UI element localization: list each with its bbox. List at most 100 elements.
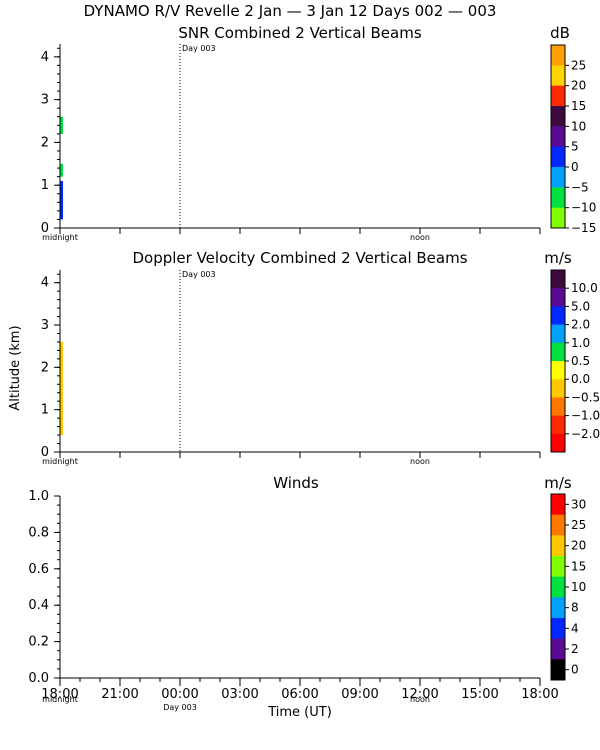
colorbar-segment bbox=[551, 324, 565, 344]
y-tick-label: 1.0 bbox=[28, 489, 49, 504]
x-axis-label: Time (UT) bbox=[267, 705, 332, 720]
colorbar-segment bbox=[551, 126, 565, 148]
panel-snr-title: SNR Combined 2 Vertical Beams bbox=[178, 24, 421, 42]
y-tick-label: 3 bbox=[41, 318, 49, 333]
y-tick-label: 0.4 bbox=[28, 598, 49, 613]
colorbar-label: 15 bbox=[571, 99, 586, 113]
colorbar-segment bbox=[551, 270, 565, 289]
colorbar-label: 8 bbox=[571, 601, 579, 615]
colorbar-segment bbox=[551, 535, 565, 557]
colorbar-segment bbox=[551, 494, 565, 516]
colorbar-segment bbox=[551, 379, 565, 398]
panel-doppler: Doppler Velocity Combined 2 Vertical Bea… bbox=[8, 249, 600, 466]
y-axis-label: Altitude (km) bbox=[8, 325, 23, 410]
colorbar-segment bbox=[551, 306, 565, 326]
colorbar-segment bbox=[551, 45, 565, 66]
colorbar-segment bbox=[551, 415, 565, 435]
y-tick-label: 0.0 bbox=[28, 671, 49, 686]
x-tick-label: 12:00 bbox=[401, 687, 438, 702]
panel-snr-unit: dB bbox=[550, 24, 570, 42]
panel-doppler-unit: m/s bbox=[544, 249, 572, 267]
data-trace bbox=[60, 116, 63, 134]
colorbar-label: 2.0 bbox=[571, 318, 590, 332]
colorbar-label: 5.0 bbox=[571, 299, 590, 313]
x-tick-label: 03:00 bbox=[221, 687, 258, 702]
x-tick-label: 00:00 bbox=[161, 687, 198, 702]
colorbar-segment bbox=[551, 288, 565, 307]
page-title: DYNAMO R/V Revelle 2 Jan — 3 Jan 12 Days… bbox=[84, 2, 497, 20]
colorbar-segment bbox=[551, 659, 565, 681]
y-tick-label: 1 bbox=[41, 178, 49, 193]
colorbar-label: 30 bbox=[571, 497, 586, 511]
y-tick-label: 0.8 bbox=[28, 525, 49, 540]
panel-winds: Winds m/s 0.00.20.40.60.81.0302520151084… bbox=[28, 474, 586, 720]
panel-snr-plot: 0 1 2 3 4 midnight noon Day 003 25 20 15 10 5 0 −5 −10 −… bbox=[41, 44, 596, 242]
y-tick-label: 0.6 bbox=[28, 562, 49, 577]
day-label: Day 003 bbox=[182, 44, 216, 53]
x-tick-label: 18:00 bbox=[521, 687, 558, 702]
midnight-label: midnight bbox=[42, 457, 78, 466]
y-tick-label: 0 bbox=[41, 221, 49, 236]
x-tick-label: 18:00 bbox=[41, 687, 78, 702]
colorbar-label: 0.5 bbox=[571, 354, 590, 368]
colorbar-label: 0 bbox=[571, 663, 579, 677]
colorbar-label: 10.0 bbox=[571, 281, 598, 295]
colorbar-label: 0 bbox=[571, 160, 579, 174]
colorbar-segment bbox=[551, 618, 565, 640]
colorbar-label: 25 bbox=[571, 58, 586, 72]
colorbar-segment bbox=[551, 85, 565, 107]
data-trace bbox=[60, 180, 63, 220]
data-trace bbox=[60, 163, 63, 177]
y-tick-label: 2 bbox=[41, 135, 49, 150]
midnight-label: midnight bbox=[42, 233, 78, 242]
colorbar-segment bbox=[551, 207, 565, 229]
y-tick-label: 3 bbox=[41, 93, 49, 108]
colorbar-label: 15 bbox=[571, 559, 586, 573]
panel-doppler-plot: 0 1 2 3 4 midnight noon Day 003 10.0 5.0 2.0 1.0 0.5… bbox=[41, 269, 600, 466]
x-tick-label: 09:00 bbox=[341, 687, 378, 702]
x-tick-label: 06:00 bbox=[281, 687, 318, 702]
colorbar-segment bbox=[551, 187, 565, 209]
colorbar-label: 10 bbox=[571, 119, 586, 133]
day-label: Day 003 bbox=[182, 270, 216, 279]
colorbar-segment bbox=[551, 342, 565, 362]
colorbar-segment bbox=[551, 638, 565, 660]
colorbar-label: 20 bbox=[571, 539, 586, 553]
y-tick-label: 4 bbox=[41, 276, 49, 291]
colorbar-segment bbox=[551, 514, 565, 536]
colorbar-segment bbox=[551, 65, 565, 87]
colorbar-label: −10 bbox=[571, 201, 596, 215]
colorbar-label: −5 bbox=[571, 180, 589, 194]
colorbar-segment bbox=[551, 106, 565, 127]
colorbar-label: 25 bbox=[571, 518, 586, 532]
panel-snr: SNR Combined 2 Vertical Beams dB 0 1 2 3 4 mi… bbox=[41, 24, 597, 242]
data-trace bbox=[60, 341, 63, 436]
y-tick-label: 1 bbox=[41, 403, 49, 418]
noon-label: noon bbox=[410, 457, 430, 466]
y-tick-label: 2 bbox=[41, 360, 49, 375]
panel-winds-unit: m/s bbox=[544, 474, 572, 492]
x-tick-label: 15:00 bbox=[461, 687, 498, 702]
y-tick-label: 4 bbox=[41, 50, 49, 65]
colorbar-label: −0.5 bbox=[571, 390, 600, 404]
colorbar-label: −15 bbox=[571, 221, 596, 235]
noon-label: noon bbox=[410, 695, 430, 704]
colorbar-segment bbox=[551, 597, 565, 619]
y-tick-label: 0 bbox=[41, 445, 49, 460]
colorbar-segment bbox=[551, 397, 565, 417]
colorbar-label: 4 bbox=[571, 621, 579, 635]
colorbar-segment bbox=[551, 556, 565, 578]
colorbar-label: −1.0 bbox=[571, 409, 600, 423]
colorbar-segment bbox=[551, 167, 565, 188]
colorbar-segment bbox=[551, 146, 565, 168]
colorbar-segment bbox=[551, 576, 565, 598]
colorbar-frame bbox=[550, 44, 566, 229]
colorbar-label: 20 bbox=[571, 79, 586, 93]
colorbar-segment bbox=[551, 433, 565, 453]
colorbar-label: 5 bbox=[571, 140, 579, 154]
panel-winds-title: Winds bbox=[273, 474, 319, 492]
colorbar-label: 2 bbox=[571, 642, 579, 656]
colorbar-label: −2.0 bbox=[571, 427, 600, 441]
